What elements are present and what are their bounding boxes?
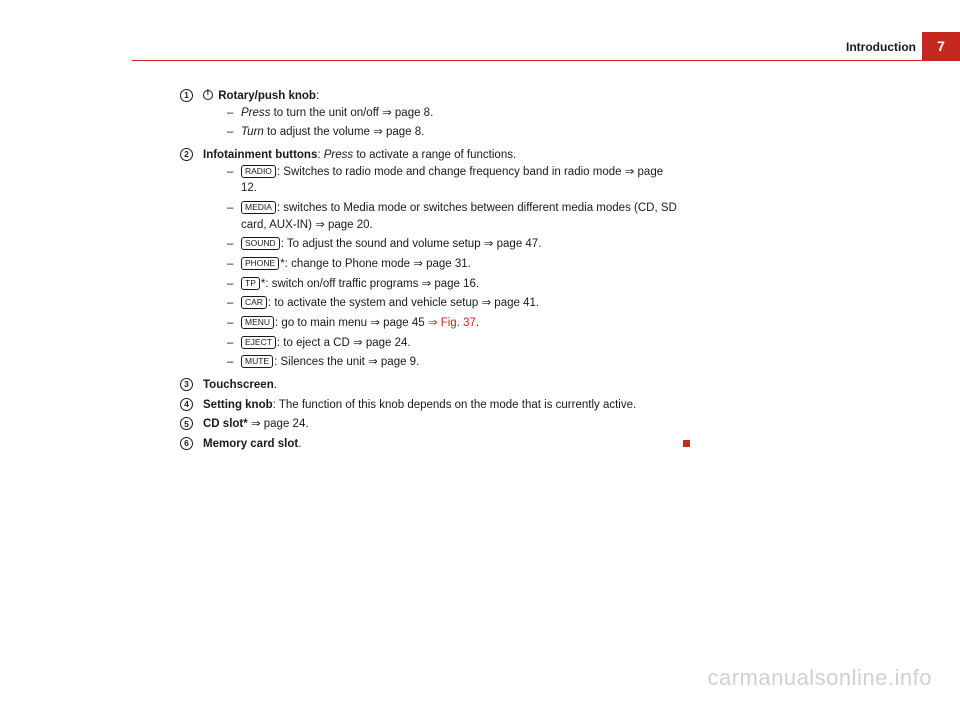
- item-line: Infotainment buttons: Press to activate …: [203, 147, 680, 164]
- sub-item: –PHONE*: change to Phone mode ⇒ page 31.: [227, 256, 680, 273]
- list-item: 5 CD slot* ⇒ page 24.: [180, 416, 680, 433]
- sub-item: –EJECT: to eject a CD ⇒ page 24.: [227, 335, 680, 352]
- page-header: Introduction 7: [132, 36, 960, 62]
- sub-item: –Turn to adjust the volume ⇒ page 8.: [227, 124, 680, 141]
- page-ref: ⇒ page 9.: [368, 356, 419, 368]
- end-square-icon: [683, 440, 690, 447]
- page-ref: ⇒ page 41.: [481, 297, 539, 309]
- list-item: 4 Setting knob: The function of this knob…: [180, 397, 680, 414]
- sub-body: Press to turn the unit on/off ⇒ page 8.: [241, 105, 680, 122]
- item-title: Setting knob: [203, 399, 273, 411]
- sub-list: –RADIO: Switches to radio mode and chang…: [227, 164, 680, 371]
- page-ref: ⇒ page 8.: [373, 126, 424, 138]
- dash-bullet: –: [227, 256, 241, 273]
- item-title: Rotary/push knob: [218, 90, 316, 102]
- dash-bullet: –: [227, 105, 241, 122]
- sub-body: MUTE: Silences the unit ⇒ page 9.: [241, 354, 680, 371]
- sub-item: –TP*: switch on/off traffic programs ⇒ p…: [227, 276, 680, 293]
- item-number-circle: 3: [180, 378, 193, 391]
- item-title: Touchscreen: [203, 379, 274, 391]
- sub-body: PHONE*: change to Phone mode ⇒ page 31.: [241, 256, 680, 273]
- sub-body: MEDIA: switches to Media mode or switche…: [241, 200, 680, 233]
- item-number-circle: 1: [180, 89, 193, 102]
- item-body: Memory card slot.: [203, 436, 680, 453]
- sub-pre-italic: Press: [241, 107, 270, 119]
- item-title: CD slot*: [203, 418, 248, 430]
- sub-item: –MEDIA: switches to Media mode or switch…: [227, 200, 680, 233]
- dash-bullet: –: [227, 124, 241, 141]
- dash-bullet: –: [227, 164, 241, 181]
- sub-body: Turn to adjust the volume ⇒ page 8.: [241, 124, 680, 141]
- list-item: 2 Infotainment buttons: Press to activate…: [180, 147, 680, 374]
- item-line: Rotary/push knob:: [203, 88, 680, 105]
- sub-body: RADIO: Switches to radio mode and change…: [241, 164, 680, 197]
- sub-pre-italic: Turn: [241, 126, 264, 138]
- item-line: CD slot* ⇒ page 24.: [203, 416, 680, 433]
- figure-ref: ⇒ Fig. 37: [428, 317, 476, 329]
- item-title: Infotainment buttons: [203, 149, 317, 161]
- sub-list: –Press to turn the unit on/off ⇒ page 8.…: [227, 105, 680, 141]
- dash-bullet: –: [227, 295, 241, 312]
- sub-body: CAR: to activate the system and vehicle …: [241, 295, 680, 312]
- page-ref: ⇒ page 8.: [382, 107, 433, 119]
- page-ref: ⇒ page 31.: [413, 258, 471, 270]
- item-title: Memory card slot: [203, 438, 298, 450]
- eject-key: EJECT: [241, 336, 276, 349]
- radio-key: RADIO: [241, 165, 276, 178]
- tp-key: TP: [241, 277, 260, 290]
- sub-body: MENU: go to main menu ⇒ page 45 ⇒ Fig. 3…: [241, 315, 680, 332]
- page-ref: ⇒ page 24.: [251, 418, 309, 430]
- dash-bullet: –: [227, 276, 241, 293]
- list-item: 3 Touchscreen.: [180, 377, 680, 394]
- page-ref: ⇒ page 20.: [315, 219, 373, 231]
- dash-bullet: –: [227, 236, 241, 253]
- dash-bullet: –: [227, 354, 241, 371]
- page-ref: ⇒ page 45: [370, 317, 428, 329]
- dash-bullet: –: [227, 335, 241, 352]
- item-number-circle: 5: [180, 417, 193, 430]
- item-body: CD slot* ⇒ page 24.: [203, 416, 680, 433]
- list-item: 1 Rotary/push knob:–Press to turn the un…: [180, 88, 680, 144]
- item-number-circle: 6: [180, 437, 193, 450]
- section-title: Introduction: [846, 40, 916, 54]
- item-body: Rotary/push knob:–Press to turn the unit…: [203, 88, 680, 144]
- item-body: Infotainment buttons: Press to activate …: [203, 147, 680, 374]
- page-ref: ⇒ page 16.: [422, 278, 480, 290]
- power-icon: [203, 90, 213, 100]
- item-post-italic: Press: [324, 149, 353, 161]
- sub-body: SOUND: To adjust the sound and volume se…: [241, 236, 680, 253]
- page-number: 7: [937, 38, 945, 54]
- item-number-circle: 4: [180, 398, 193, 411]
- media-key: MEDIA: [241, 201, 276, 214]
- list-item: 6 Memory card slot.: [180, 436, 680, 453]
- sub-item: –MUTE: Silences the unit ⇒ page 9.: [227, 354, 680, 371]
- sub-item: –MENU: go to main menu ⇒ page 45 ⇒ Fig. …: [227, 315, 680, 332]
- page-number-box: 7: [922, 32, 960, 60]
- item-line: Memory card slot.: [203, 436, 680, 453]
- page-ref: ⇒ page 24.: [353, 337, 411, 349]
- sub-body: TP*: switch on/off traffic programs ⇒ pa…: [241, 276, 680, 293]
- sound-key: SOUND: [241, 237, 280, 250]
- menu-key: MENU: [241, 316, 274, 329]
- page-ref: ⇒ page 47.: [484, 238, 542, 250]
- item-line: Setting knob: The function of this knob …: [203, 397, 680, 414]
- dash-bullet: –: [227, 200, 241, 217]
- header-rule: [132, 60, 960, 61]
- item-number-circle: 2: [180, 148, 193, 161]
- sub-body: EJECT: to eject a CD ⇒ page 24.: [241, 335, 680, 352]
- sub-item: –CAR: to activate the system and vehicle…: [227, 295, 680, 312]
- sub-item: –RADIO: Switches to radio mode and chang…: [227, 164, 680, 197]
- content-area: 1 Rotary/push knob:–Press to turn the un…: [180, 88, 680, 456]
- car-key: CAR: [241, 296, 267, 309]
- item-body: Setting knob: The function of this knob …: [203, 397, 680, 414]
- page-ref: ⇒ page 12.: [241, 166, 663, 195]
- sub-item: –Press to turn the unit on/off ⇒ page 8.: [227, 105, 680, 122]
- item-body: Touchscreen.: [203, 377, 680, 394]
- phone-key: PHONE: [241, 257, 279, 270]
- mute-key: MUTE: [241, 355, 273, 368]
- watermark: carmanualsonline.info: [707, 665, 932, 691]
- item-line: Touchscreen.: [203, 377, 680, 394]
- dash-bullet: –: [227, 315, 241, 332]
- sub-item: –SOUND: To adjust the sound and volume s…: [227, 236, 680, 253]
